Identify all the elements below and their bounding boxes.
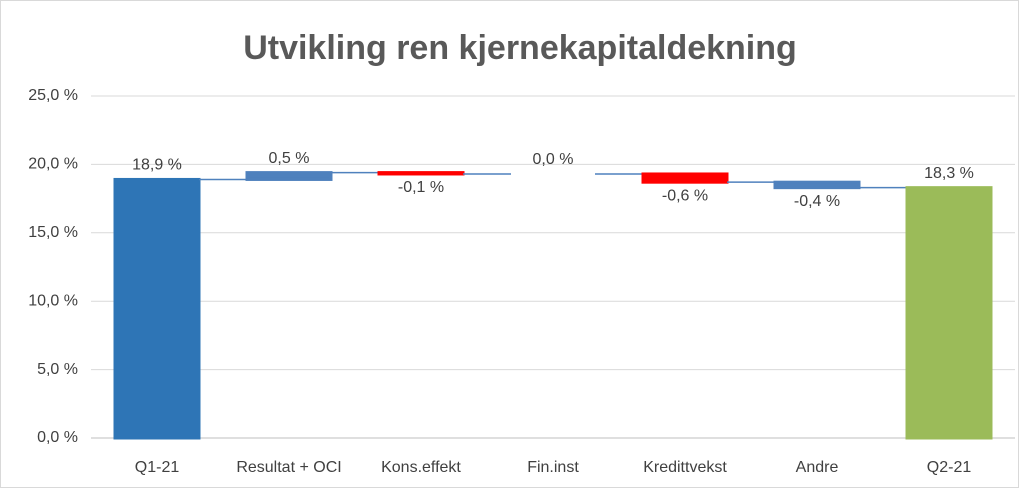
- x-tick-label: Fin.inst: [527, 459, 579, 476]
- x-tick-label: Kredittvekst: [643, 459, 727, 476]
- value-label: 0,0 %: [533, 151, 574, 168]
- y-tick-label: 10,0 %: [28, 292, 78, 309]
- x-tick-label: Q1-21: [135, 459, 180, 476]
- x-tick-label: Resultat + OCI: [236, 459, 341, 476]
- y-tick-label: 0,0 %: [37, 429, 78, 446]
- value-label: 0,5 %: [269, 150, 310, 167]
- y-tick-label: 5,0 %: [37, 361, 78, 378]
- value-label: 18,9 %: [132, 157, 182, 174]
- bar: [113, 177, 201, 440]
- chart-title: Utvikling ren kjernekapitaldekning: [243, 29, 797, 67]
- x-tick-label: Q2-21: [927, 459, 972, 476]
- value-label: -0,6 %: [662, 187, 708, 204]
- x-tick-label: Andre: [796, 459, 839, 476]
- bar: [641, 172, 729, 184]
- y-tick-label: 15,0 %: [28, 224, 78, 241]
- value-label: 18,3 %: [924, 165, 974, 182]
- bar: [377, 171, 465, 176]
- value-label: -0,1 %: [398, 179, 444, 196]
- x-tick-label: Kons.effekt: [381, 459, 461, 476]
- y-tick-label: 20,0 %: [28, 156, 78, 173]
- bar: [905, 186, 993, 440]
- y-tick-label: 25,0 %: [28, 87, 78, 104]
- bar: [245, 171, 333, 181]
- bar: [773, 180, 861, 190]
- value-label: -0,4 %: [794, 193, 840, 210]
